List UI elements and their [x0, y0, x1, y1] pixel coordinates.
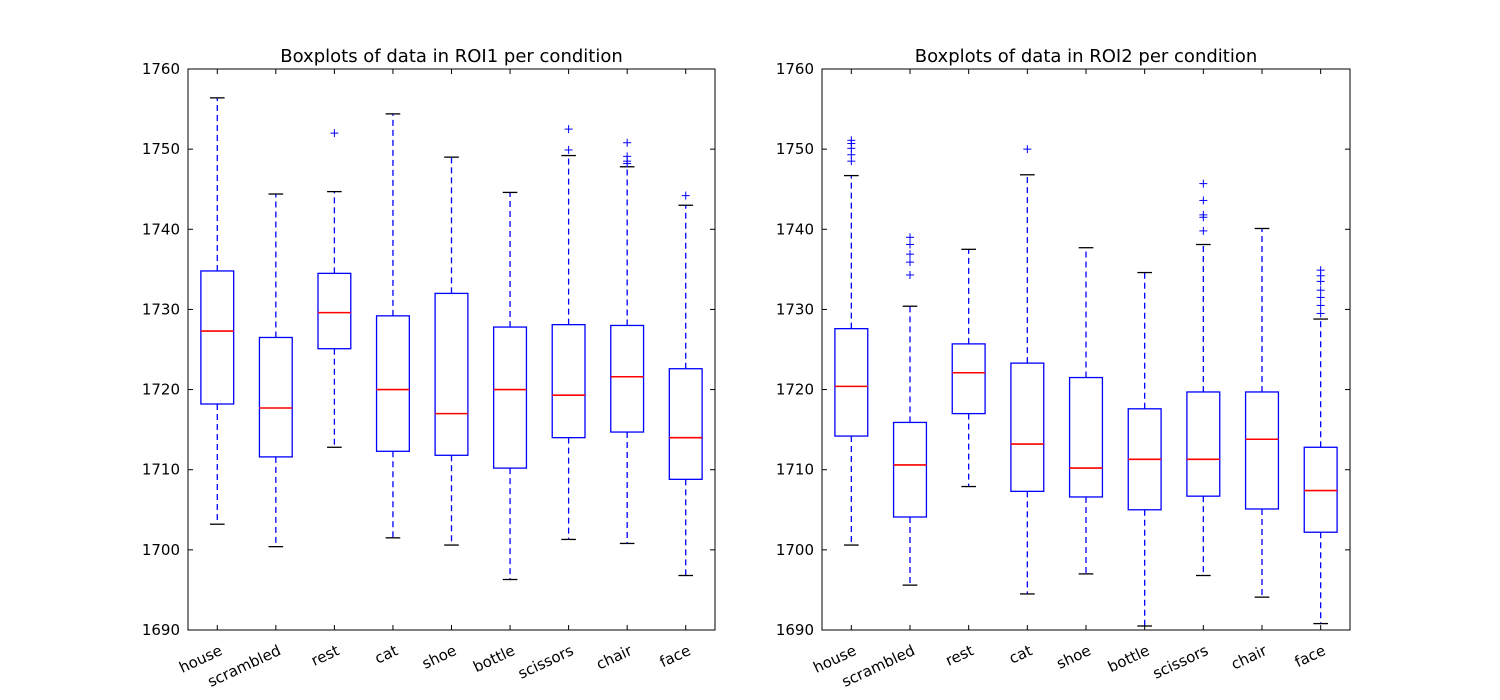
roi2-scrambled-flier	[906, 240, 914, 249]
roi2-face-flier	[1316, 286, 1325, 295]
roi1-face-box	[668, 368, 703, 480]
roi1-scissors-flier	[564, 145, 573, 154]
roi2-scrambled-flier	[906, 233, 914, 242]
roi2-shoe-box	[1068, 376, 1104, 498]
roi2-house-box	[834, 328, 869, 437]
roi1-ytick-label: 1700	[142, 541, 180, 559]
roi2-scrambled-flier	[906, 270, 914, 279]
roi1-ytick-label: 1710	[142, 461, 180, 479]
roi1-scissors-flier	[564, 125, 573, 134]
roi1-chart-title: Boxplots of data in ROI1 per condition	[280, 46, 623, 67]
roi1-xtick-label-rest: rest	[308, 641, 342, 670]
roi1-rest-box	[317, 272, 352, 350]
roi1-ytick-label: 1760	[142, 60, 180, 78]
roi2-xtick-label-cat: cat	[1006, 641, 1035, 667]
roi2-scissors-flier	[1199, 179, 1208, 188]
roi2-xtick-label-chair: chair	[1228, 641, 1270, 673]
roi2-chart-title: Boxplots of data in ROI2 per condition	[915, 46, 1258, 67]
roi2-xtick-label-face: face	[1292, 641, 1329, 671]
roi2-scrambled-box	[892, 421, 928, 518]
roi2-xtick-label-rest: rest	[943, 641, 977, 670]
roi2-scissors-box	[1186, 391, 1221, 497]
roi2-cat-box	[1010, 362, 1045, 493]
roi1-chair-flier	[623, 152, 632, 161]
roi2-scissors-flier	[1199, 226, 1208, 235]
roi2-ytick-label: 1700	[776, 541, 814, 559]
roi2-scissors-flier	[1199, 196, 1208, 205]
roi1-xtick-label-bottle: bottle	[470, 641, 517, 676]
roi1-house-box	[200, 270, 235, 405]
roi1-ytick-label: 1730	[142, 300, 180, 318]
roi1-xtick-label-cat: cat	[372, 641, 401, 667]
roi2-ytick-label: 1740	[776, 220, 814, 238]
roi2-ytick-label: 1760	[776, 60, 814, 78]
roi1-boxplot-panel: Boxplots of data in ROI1 per condition 1…	[142, 46, 716, 691]
roi1-ytick-label: 1750	[142, 140, 180, 158]
roi1-scissors-box	[551, 324, 586, 439]
roi1-xtick-label-face: face	[657, 641, 694, 671]
roi1-face-flier	[681, 191, 690, 200]
roi2-xtick-label-bottle: bottle	[1105, 641, 1152, 676]
roi2-scissors-flier	[1199, 210, 1208, 219]
roi2-ytick-label: 1730	[776, 300, 814, 318]
roi1-ytick-label: 1690	[142, 621, 180, 639]
roi2-axes-frame	[821, 68, 1351, 631]
roi2-face-flier	[1316, 309, 1325, 318]
roi1-chair-box	[610, 324, 645, 433]
roi2-face-flier	[1316, 301, 1325, 310]
roi1-rest-flier	[330, 129, 339, 138]
roi2-face-box	[1303, 446, 1338, 533]
roi1-chair-flier	[623, 138, 632, 147]
roi1-xtick-label-shoe: shoe	[419, 641, 459, 672]
roi2-face-flier	[1316, 293, 1325, 302]
roi2-ytick-label: 1690	[776, 621, 814, 639]
roi1-ytick-label: 1720	[142, 381, 180, 399]
roi1-scrambled-box	[258, 336, 293, 458]
roi1-axes-frame	[187, 68, 716, 631]
roi1-xtick-label-scissors: scissors	[515, 641, 576, 682]
roi2-scrambled-flier	[906, 250, 914, 259]
roi2-scrambled-flier	[906, 258, 914, 267]
roi1-cat-box	[375, 315, 410, 452]
roi2-xtick-label-scissors: scissors	[1150, 641, 1211, 682]
roi2-xtick-label-shoe: shoe	[1054, 641, 1094, 672]
roi2-face-flier	[1316, 266, 1325, 275]
roi2-cat-flier	[1023, 145, 1032, 154]
roi2-chair-box	[1244, 391, 1280, 510]
roi1-bottle-box	[493, 326, 528, 469]
roi1-xtick-label-chair: chair	[593, 641, 635, 673]
roi2-boxplot-panel: Boxplots of data in ROI2 per condition 1…	[776, 46, 1351, 691]
roi2-house-flier	[847, 136, 856, 145]
roi2-ytick-label: 1710	[776, 461, 814, 479]
roi1-shoe-box	[434, 292, 469, 456]
roi2-rest-box	[951, 343, 986, 415]
roi2-ytick-label: 1750	[776, 140, 814, 158]
roi2-ytick-label: 1720	[776, 381, 814, 399]
roi1-ytick-label: 1740	[142, 220, 180, 238]
